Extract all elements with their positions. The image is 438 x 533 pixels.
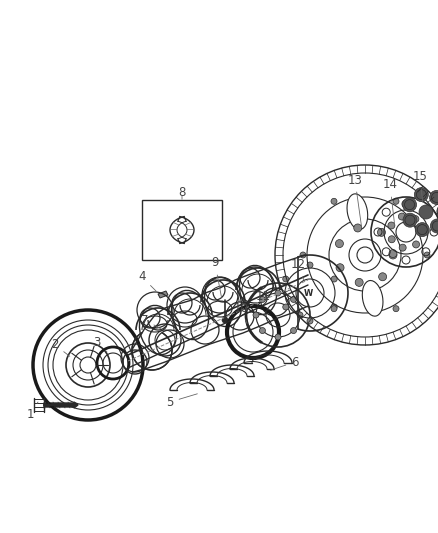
- Text: 12: 12: [290, 259, 305, 280]
- Circle shape: [331, 198, 337, 204]
- Text: 2: 2: [51, 338, 70, 357]
- Circle shape: [378, 228, 385, 236]
- Circle shape: [415, 223, 429, 237]
- Circle shape: [297, 312, 303, 318]
- Circle shape: [222, 317, 228, 323]
- Circle shape: [307, 262, 313, 268]
- Circle shape: [388, 236, 395, 243]
- Circle shape: [259, 328, 265, 334]
- Circle shape: [290, 296, 297, 302]
- Circle shape: [253, 312, 259, 318]
- Circle shape: [437, 204, 438, 218]
- Text: 11: 11: [255, 289, 271, 310]
- Circle shape: [331, 304, 337, 310]
- Circle shape: [413, 241, 420, 248]
- Circle shape: [275, 290, 281, 296]
- Ellipse shape: [362, 280, 383, 316]
- Circle shape: [419, 205, 433, 219]
- Text: 5: 5: [166, 394, 198, 408]
- Circle shape: [430, 219, 438, 233]
- Circle shape: [378, 273, 387, 281]
- Text: 10: 10: [233, 302, 248, 324]
- Text: 13: 13: [348, 174, 362, 227]
- Circle shape: [336, 240, 343, 248]
- Circle shape: [355, 278, 363, 286]
- FancyArrow shape: [44, 402, 78, 408]
- Circle shape: [331, 276, 337, 282]
- Text: 1: 1: [26, 402, 38, 422]
- Circle shape: [275, 334, 281, 340]
- Circle shape: [393, 198, 399, 204]
- Circle shape: [354, 224, 362, 232]
- Circle shape: [336, 264, 344, 272]
- Circle shape: [424, 252, 430, 258]
- Circle shape: [393, 306, 399, 312]
- Circle shape: [430, 190, 438, 205]
- Text: 3: 3: [93, 335, 107, 352]
- Text: 9: 9: [211, 256, 222, 297]
- Text: 6: 6: [271, 356, 299, 370]
- Circle shape: [412, 215, 419, 223]
- Circle shape: [290, 328, 297, 334]
- Circle shape: [283, 276, 289, 282]
- Circle shape: [403, 198, 417, 212]
- Polygon shape: [158, 291, 168, 298]
- Circle shape: [389, 249, 397, 257]
- Circle shape: [259, 296, 265, 302]
- Circle shape: [300, 252, 306, 258]
- Circle shape: [399, 244, 406, 251]
- Circle shape: [283, 304, 289, 310]
- Text: 7: 7: [141, 313, 161, 329]
- Circle shape: [414, 188, 428, 201]
- Circle shape: [331, 306, 337, 312]
- Text: 4: 4: [138, 271, 156, 291]
- Ellipse shape: [347, 194, 367, 230]
- Circle shape: [403, 213, 417, 227]
- Text: W: W: [304, 288, 313, 297]
- Circle shape: [418, 228, 425, 235]
- Circle shape: [437, 205, 438, 219]
- Circle shape: [388, 222, 395, 229]
- Text: 14: 14: [382, 179, 398, 225]
- Text: 15: 15: [413, 171, 427, 202]
- Circle shape: [307, 318, 313, 324]
- Circle shape: [398, 213, 405, 220]
- Bar: [142, 200, 222, 260]
- Circle shape: [389, 251, 397, 259]
- Text: 8: 8: [178, 187, 186, 199]
- Circle shape: [418, 229, 425, 236]
